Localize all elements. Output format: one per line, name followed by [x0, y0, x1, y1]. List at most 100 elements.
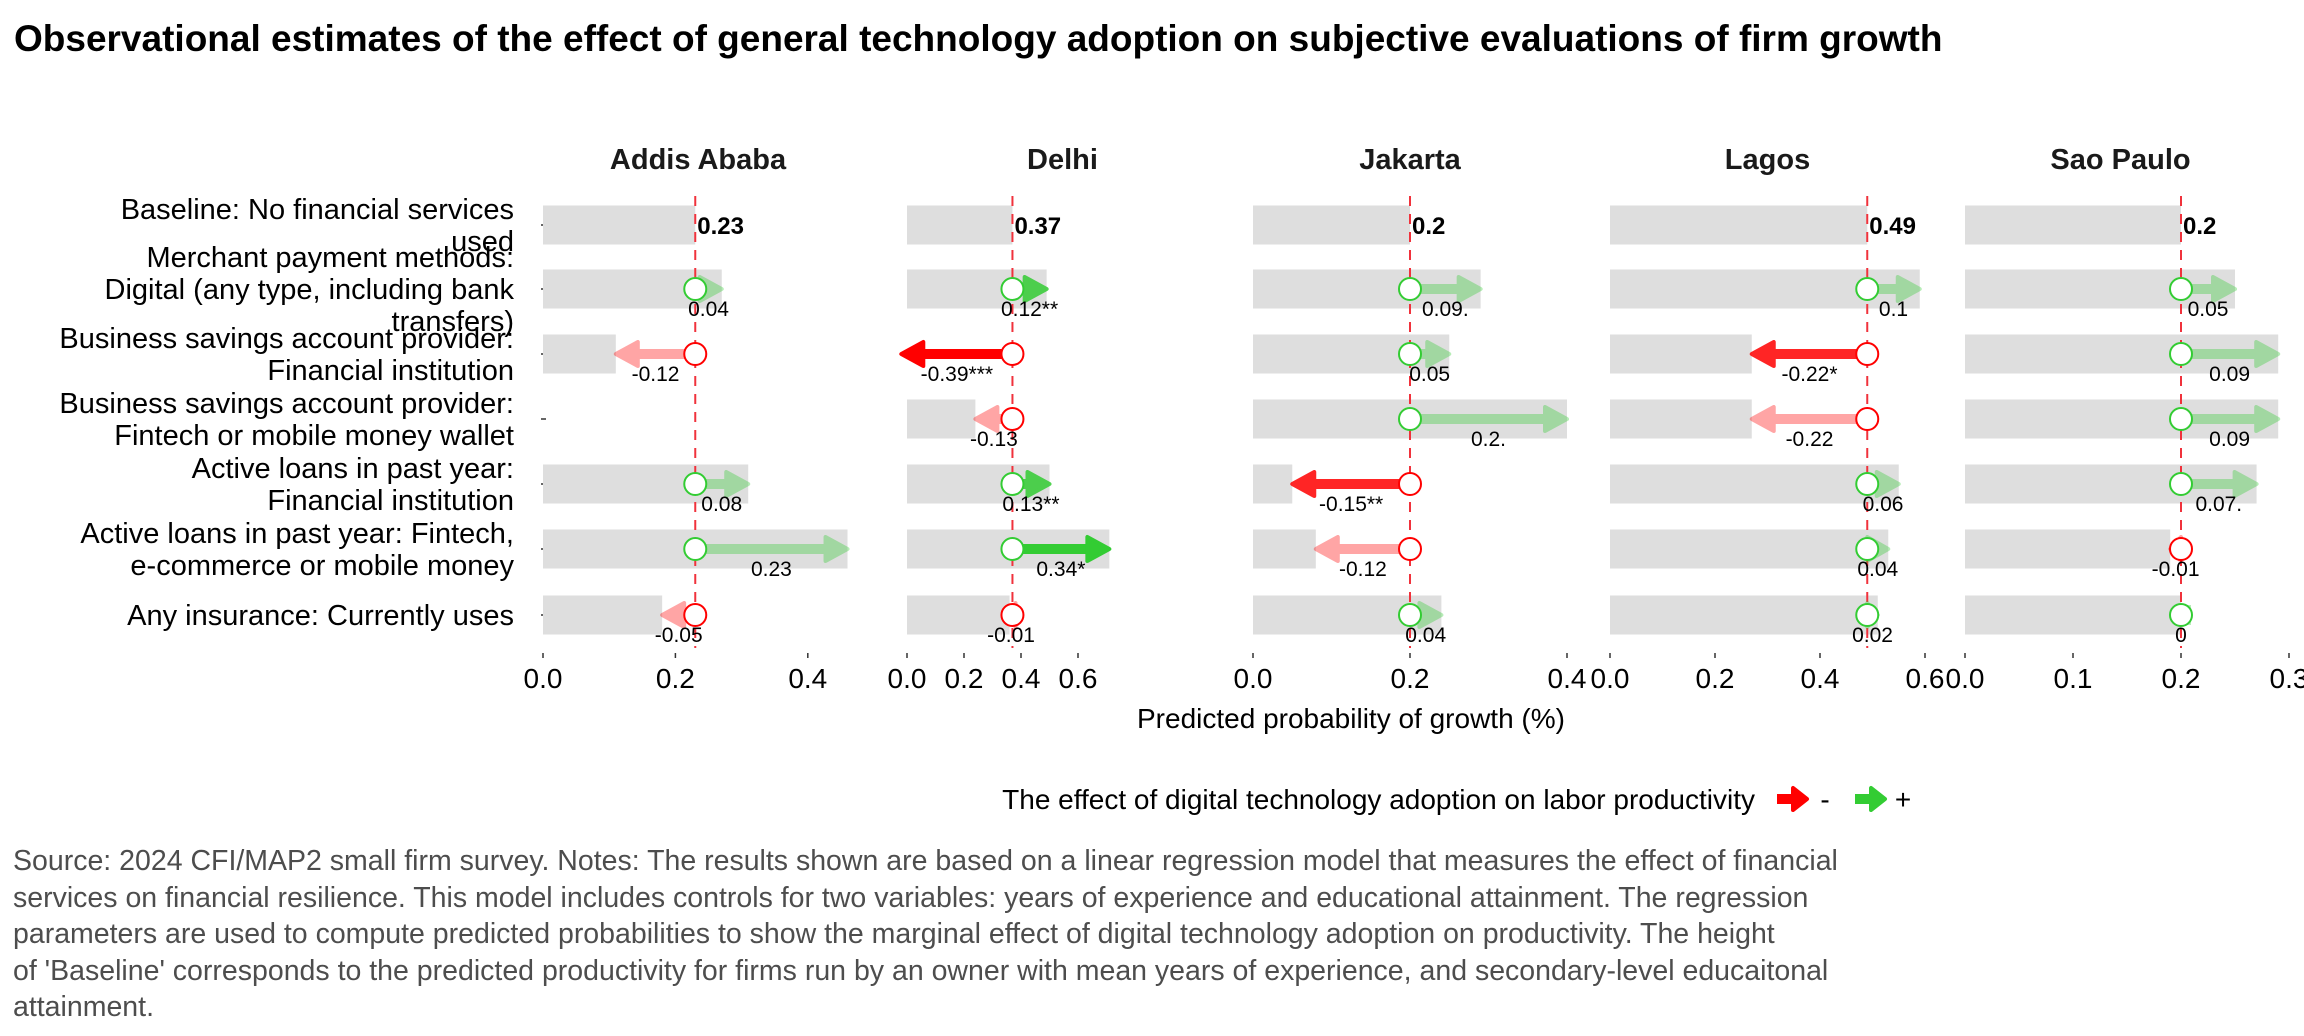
baseline-value-label: 0.37 — [1014, 213, 1061, 240]
y-axis-labels: Baseline: No financial servicesusedMerch… — [59, 194, 546, 632]
start-point-marker — [683, 277, 708, 301]
effect-arrow — [1012, 535, 1112, 563]
start-point-marker — [1000, 537, 1025, 561]
effect-bar — [1610, 334, 1752, 374]
start-point-marker — [1855, 537, 1880, 561]
start-point-marker — [1855, 277, 1880, 301]
chart-canvas: Baseline: No financial servicesusedMerch… — [59, 144, 2304, 815]
y-axis-label-line: Active loans in past year: Fintech, — [80, 518, 514, 550]
arrow-head — [2254, 340, 2281, 368]
y-axis-label-line: Business savings account provider: — [59, 323, 514, 355]
effect-value-label: -0.12 — [632, 363, 680, 386]
effect-value-label: 0.34* — [1036, 558, 1085, 581]
start-point-marker — [1000, 277, 1025, 301]
effect-bar — [543, 464, 749, 504]
arrow-head — [1895, 275, 1922, 303]
x-axis-tick-label: 0.6 — [1906, 663, 1945, 694]
x-axis-tick-label: 0.4 — [788, 663, 827, 694]
effect-value-label: -0.39*** — [921, 363, 993, 386]
arrow-head — [613, 340, 640, 368]
effect-arrow — [1749, 340, 1868, 368]
y-axis-label-line: Digital (any type, including bank — [105, 274, 515, 306]
effect-bar — [1965, 399, 2279, 439]
start-point-marker — [1398, 342, 1422, 366]
y-axis-label-line: Business savings account provider: — [59, 388, 514, 420]
start-point-marker — [1000, 603, 1025, 627]
arrow-head — [2211, 275, 2237, 303]
start-point-marker — [2169, 407, 2193, 431]
arrow-head — [1085, 535, 1112, 563]
y-axis-label: Business savings account provider:Financ… — [59, 323, 546, 387]
effect-bar — [1965, 464, 2257, 504]
legend-arrow-icon — [1791, 786, 1809, 812]
start-point-marker — [1000, 342, 1025, 366]
x-axis-tick-label: 0.0 — [1234, 663, 1273, 694]
start-point-marker — [683, 537, 708, 561]
effect-value-label: 0.02 — [1852, 624, 1893, 647]
legend-arrow-icon — [1869, 786, 1887, 812]
start-point-marker — [2169, 277, 2193, 301]
x-axis-tick-label: 0.2 — [2162, 663, 2201, 694]
start-point-marker — [683, 603, 708, 627]
effect-bar — [1610, 529, 1889, 569]
y-axis-label-line: transfers) — [392, 306, 514, 338]
effect-arrow — [1749, 405, 1868, 433]
arrow-head — [1290, 470, 1317, 498]
y-axis-label-line: Financial institution — [267, 355, 514, 387]
arrow-head — [2232, 470, 2259, 498]
arrow-head — [1425, 340, 1452, 368]
y-axis-label-line: used — [451, 226, 514, 258]
legend-title: The effect of digital technology adoptio… — [1002, 784, 1755, 815]
x-axis-title: Predicted probability of growth (%) — [1137, 703, 1565, 734]
baseline-value-label: 0.49 — [1869, 213, 1916, 240]
facet-panel: Lagos 0.49 0.1 -0.22* -0.22 0.06 0.04 0.02 0.0 0.… — [1591, 144, 1945, 694]
effect-value-label: 0.23 — [751, 558, 792, 581]
effect-value-label: -0.15** — [1319, 493, 1383, 516]
start-point-marker — [1000, 472, 1025, 496]
arrow-head — [899, 340, 926, 368]
arrow-head — [823, 535, 850, 563]
legend-label: - — [1820, 784, 1829, 815]
arrow-head — [1313, 535, 1340, 563]
y-axis-label-line: e-commerce or mobile money — [130, 550, 514, 582]
facet-panels: Addis Ababa 0.23 0.04 -0.12 0.08 0.23 -0.05 0.0… — [524, 144, 2304, 694]
y-axis-label-line: Active loans in past year: — [192, 453, 514, 485]
start-point-marker — [1398, 537, 1422, 561]
effect-value-label: 0.04 — [688, 298, 729, 321]
baseline-value-label: 0.2 — [2183, 213, 2216, 240]
effect-arrow — [2181, 405, 2281, 433]
start-point-marker — [1398, 407, 1422, 431]
x-axis-tick-label: 0.0 — [524, 663, 563, 694]
legend: The effect of digital technology adoptio… — [1002, 784, 1911, 815]
legend-item: + — [1855, 784, 1911, 815]
x-axis-tick-label: 0.2 — [656, 663, 695, 694]
baseline-bar — [1253, 205, 1410, 245]
effect-arrow — [695, 535, 850, 563]
effect-arrow — [899, 340, 1013, 368]
effect-bar — [543, 334, 616, 374]
caption-line: attainment. — [13, 991, 154, 1023]
start-point-marker — [1398, 603, 1422, 627]
baseline-value-label: 0.23 — [697, 213, 744, 240]
effect-bar — [1253, 464, 1293, 504]
start-point-marker — [1398, 277, 1422, 301]
x-axis-tick-label: 0.4 — [1801, 663, 1840, 694]
start-point-marker — [683, 472, 708, 496]
y-axis-label: Any insurance: Currently uses — [127, 600, 546, 632]
y-axis-label: Active loans in past year:Financial inst… — [192, 453, 546, 517]
effect-bar — [1610, 595, 1878, 635]
start-point-marker — [1855, 342, 1880, 366]
effect-value-label: 0.05 — [1409, 363, 1450, 386]
effect-value-label: -0.12 — [1339, 558, 1387, 581]
y-axis-label-line: Merchant payment methods: — [146, 242, 514, 274]
effect-value-label: 0.13** — [1002, 493, 1059, 516]
arrow-head — [1456, 275, 1483, 303]
effect-value-label: -0.22 — [1786, 428, 1834, 451]
baseline-value-label: 0.2 — [1412, 213, 1445, 240]
x-axis-tick-label: 0.6 — [1059, 663, 1098, 694]
start-point-marker — [1855, 603, 1880, 627]
arrow-head — [724, 470, 751, 498]
arrow-head — [1543, 405, 1569, 433]
start-point-marker — [2169, 603, 2193, 627]
